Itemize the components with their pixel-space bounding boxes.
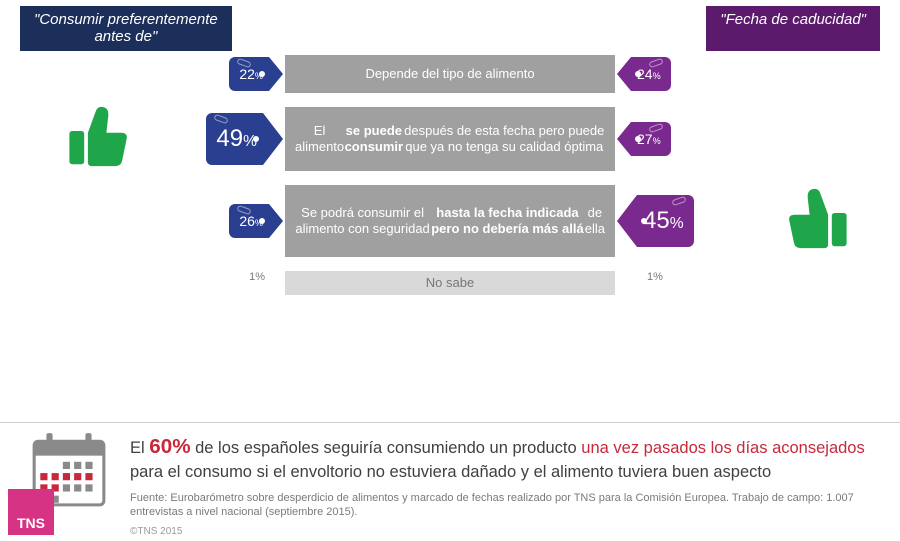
header-row: "Consumir preferentementeantes de" "Fech… — [0, 0, 900, 51]
left-tag: 22% — [229, 57, 283, 91]
chart-rows: Depende del tipo de alimento22% 24%El ali… — [0, 55, 900, 295]
right-tag: 45% — [617, 195, 694, 247]
thumbs-up-icon — [780, 182, 854, 261]
tag-value: 49% — [216, 125, 257, 153]
row-label-bar: Depende del tipo de alimento — [285, 55, 615, 93]
left-pct-small: 1% — [249, 271, 265, 283]
row-label-bar: Se podrá consumir el alimento con seguri… — [285, 185, 615, 257]
chart-row: Depende del tipo de alimento22% 24% — [0, 55, 900, 93]
right-tag: 24% — [617, 57, 671, 91]
summary-text: El 60% de los españoles seguiría consumi… — [130, 433, 880, 483]
right-pct[articles_end]-small: 1% — [647, 271, 663, 283]
row-label-bar: El alimento se puede consumir después de… — [285, 107, 615, 171]
summary-section: El 60% de los españoles seguiría consumi… — [0, 422, 900, 483]
chart-row: Se podrá consumir el alimento con seguri… — [0, 185, 900, 257]
left-tag: 49% — [206, 113, 283, 165]
left-tag: 26% — [229, 204, 283, 238]
footer: TNS Fuente: Eurobarómetro sobre desperdi… — [0, 487, 900, 541]
header-left-box: "Consumir preferentementeantes de" — [20, 6, 232, 51]
row-label-bar: No sabe — [285, 271, 615, 295]
header-right-box: "Fecha de caducidad" — [706, 6, 880, 51]
chart-row: El alimento se puede consumir después de… — [0, 107, 900, 171]
right-tag: 27% — [617, 122, 671, 156]
chart-row-nosabe: No sabe 1% 1% — [0, 271, 900, 295]
source-text: Fuente: Eurobarómetro sobre desperdicio … — [130, 491, 880, 520]
tns-logo: TNS — [8, 489, 54, 535]
copyright-text: ©TNS 2015 — [130, 526, 182, 537]
tag-value: 45% — [643, 207, 684, 235]
thumbs-up-icon — [62, 100, 136, 179]
